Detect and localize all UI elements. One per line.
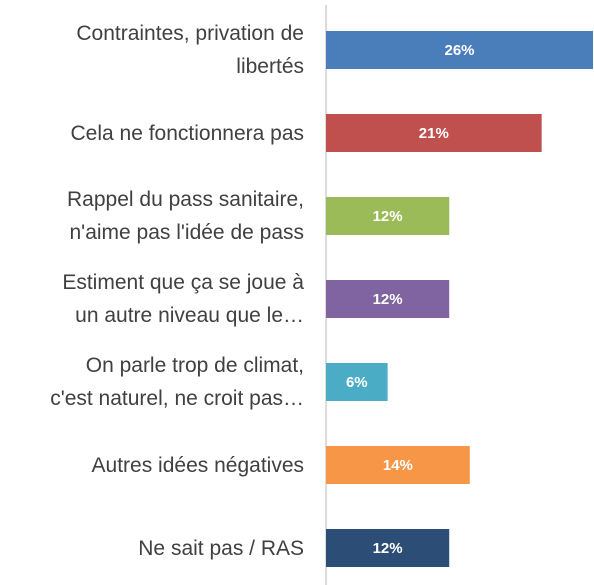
- value-label: 12%: [373, 291, 403, 308]
- category-label: Rappel du pass sanitaire, n'aime pas l'i…: [67, 188, 304, 244]
- category-label: Ne sait pas / RAS: [138, 536, 304, 560]
- bar: [326, 446, 470, 484]
- value-label: 26%: [444, 42, 474, 59]
- category-label: Estiment que ça se joue à un autre nivea…: [62, 271, 304, 327]
- bar: [326, 529, 450, 567]
- value-label: 12%: [373, 540, 403, 557]
- value-label: 6%: [346, 374, 368, 391]
- bar: [326, 114, 542, 152]
- bar: [326, 363, 388, 401]
- category-label: Contraintes, privation de libertés: [76, 22, 304, 78]
- value-label: 14%: [383, 457, 413, 474]
- bar: [326, 280, 450, 318]
- bar: [326, 197, 450, 235]
- bar: [326, 31, 593, 69]
- category-label: Autres idées négatives: [91, 453, 304, 477]
- category-label: Cela ne fonctionnera pas: [70, 121, 305, 145]
- value-label: 21%: [419, 125, 449, 142]
- category-label: On parle trop de climat, c'est naturel, …: [50, 354, 304, 410]
- value-label: 12%: [373, 208, 403, 225]
